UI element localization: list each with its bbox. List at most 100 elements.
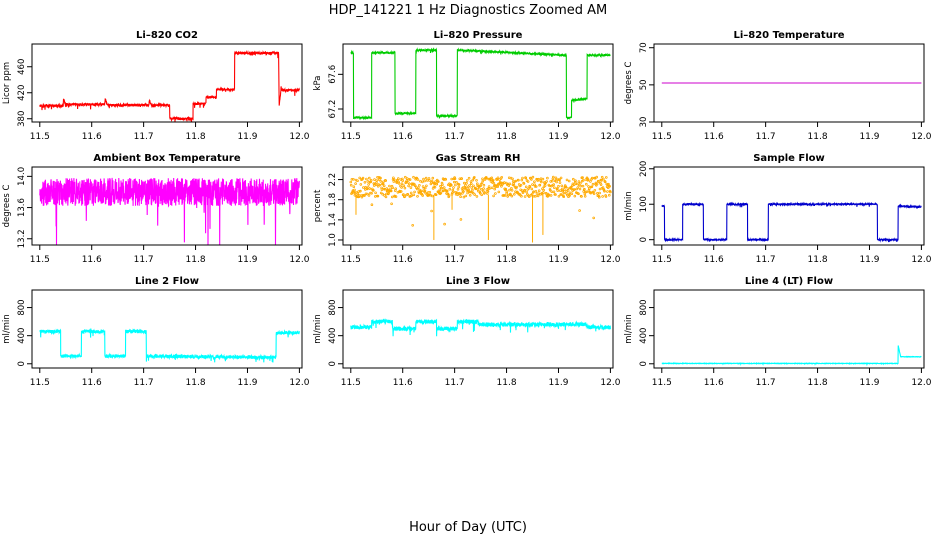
x-tick-label: 11.6 <box>82 255 102 265</box>
data-point <box>531 183 534 186</box>
data-point <box>521 191 525 194</box>
plot-frame <box>653 289 925 369</box>
data-point <box>444 178 448 181</box>
data-point <box>356 179 359 183</box>
data-point <box>592 192 596 195</box>
data-point <box>462 195 466 199</box>
data-point <box>552 183 555 186</box>
x-tick-label: 11.5 <box>341 132 361 142</box>
data-point <box>403 175 407 179</box>
data-point <box>428 179 431 182</box>
x-tick-label: 12.0 <box>911 132 931 142</box>
data-point <box>565 178 569 182</box>
y-tick-label: 0 <box>639 361 649 366</box>
data-point <box>533 180 536 184</box>
data-point <box>554 193 557 196</box>
panel-2: Li–820 Pressure kPa 11.5 11.6 11.7 11.8 11.9 12… <box>313 30 621 142</box>
x-tick-label: 11.7 <box>134 255 154 265</box>
data-point <box>349 183 353 187</box>
panel-title: Gas Stream RH <box>436 153 521 164</box>
y-tick-label: 1.8 <box>328 193 338 207</box>
data-point <box>411 224 415 227</box>
data-point <box>382 180 385 184</box>
data-point <box>583 195 587 198</box>
data-point <box>603 180 607 184</box>
data-point <box>391 186 395 190</box>
data-point <box>458 192 462 196</box>
data-point <box>557 195 561 198</box>
y-tick-label: 0 <box>17 361 27 366</box>
data-point <box>485 176 488 180</box>
data-point <box>523 188 526 192</box>
data-point <box>454 183 457 187</box>
data-point <box>475 179 478 182</box>
data-point <box>475 182 479 186</box>
y-tick-label: 13.2 <box>17 229 27 248</box>
data-point <box>550 190 554 194</box>
data-point <box>406 193 410 196</box>
data-point <box>413 184 417 188</box>
data-point <box>589 191 592 195</box>
data-point <box>462 181 466 185</box>
data-point <box>466 191 469 195</box>
data-point <box>570 192 574 196</box>
data-point <box>372 189 375 192</box>
data-point <box>479 188 483 191</box>
data-point <box>497 190 501 194</box>
data-point <box>589 180 592 183</box>
data-point <box>379 180 383 183</box>
data-point <box>555 180 558 184</box>
x-tick-label: 11.8 <box>808 255 828 265</box>
data-point <box>590 176 594 180</box>
data-point <box>436 180 440 183</box>
x-tick-label: 11.7 <box>756 132 776 142</box>
data-point <box>374 191 377 195</box>
data-point <box>478 191 482 195</box>
x-tick-label: 11.6 <box>82 132 102 142</box>
data-point <box>431 176 435 180</box>
data-point <box>411 182 415 186</box>
data-point <box>566 187 570 190</box>
data-point <box>492 182 496 185</box>
data-point <box>491 178 495 182</box>
data-point <box>566 189 570 192</box>
data-point <box>366 180 370 183</box>
data-point <box>500 176 504 179</box>
data-point <box>577 192 580 196</box>
data-point <box>457 183 461 186</box>
series-line <box>350 47 611 121</box>
y-tick-label: 50 <box>639 79 649 90</box>
y-axis-label: ml/min <box>2 314 12 344</box>
data-point <box>428 191 432 194</box>
x-tick-label: 11.9 <box>548 378 568 388</box>
data-point <box>561 190 565 193</box>
data-point <box>366 192 369 196</box>
data-point <box>366 186 370 189</box>
x-tick-label: 11.7 <box>134 378 154 388</box>
data-point <box>378 183 382 187</box>
x-tick-label: 12.0 <box>600 132 620 142</box>
data-point <box>430 179 434 183</box>
data-point <box>412 193 416 197</box>
panel-1: Li–820 CO2 Licor ppm 11.5 11.6 11.7 11.8 11.9 1… <box>2 30 310 142</box>
data-point <box>523 195 527 198</box>
data-point <box>562 191 566 195</box>
data-point <box>468 184 471 187</box>
data-point <box>560 187 564 191</box>
data-point <box>556 189 559 192</box>
data-point <box>504 187 508 191</box>
data-point <box>384 179 388 182</box>
data-point <box>570 187 573 191</box>
data-point <box>369 178 373 182</box>
y-axis-label: ml/min <box>624 191 634 221</box>
data-point <box>431 194 434 198</box>
data-point <box>386 188 390 192</box>
y-tick-label: 400 <box>328 328 338 344</box>
data-point <box>550 179 554 183</box>
data-point <box>534 185 538 188</box>
data-point <box>604 195 608 198</box>
data-point <box>609 190 612 194</box>
data-point <box>379 176 382 180</box>
y-tick-label: 30 <box>639 117 649 128</box>
data-point <box>530 178 533 181</box>
